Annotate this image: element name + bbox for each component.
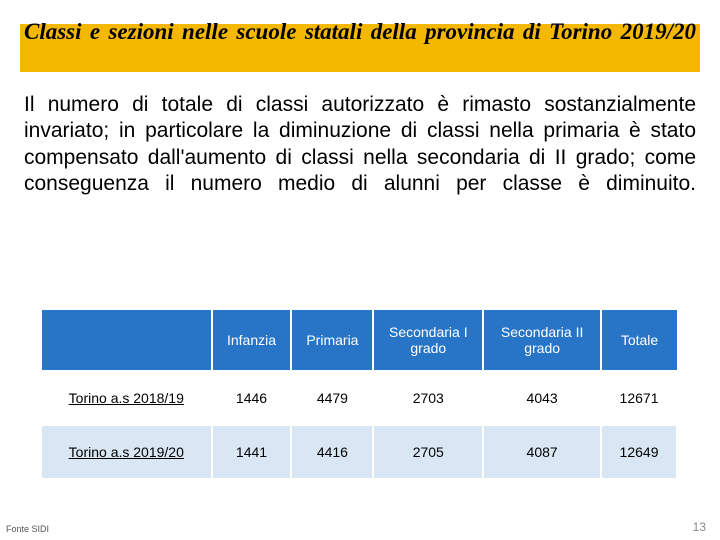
cell: 4087: [483, 425, 601, 478]
cell: 2705: [373, 425, 483, 478]
cell: 4416: [291, 425, 373, 478]
col-header-totale: Totale: [601, 310, 677, 371]
col-header-sec1: Secondaria I grado: [373, 310, 483, 371]
table-header-row: Infanzia Primaria Secondaria I grado Sec…: [42, 310, 677, 371]
page-title: Classi e sezioni nelle scuole statali de…: [24, 18, 696, 46]
col-header-empty: [42, 310, 212, 371]
table-row: Torino a.s 2018/19 1446 4479 2703 4043 1…: [42, 371, 677, 425]
body-paragraph: Il numero di totale di classi autorizzat…: [24, 92, 696, 197]
cell: 1441: [212, 425, 292, 478]
page-number: 13: [693, 520, 706, 534]
col-header-primaria: Primaria: [291, 310, 373, 371]
cell: 1446: [212, 371, 292, 425]
row-label: Torino a.s 2018/19: [42, 371, 212, 425]
footer-source: Fonte SIDI: [6, 524, 49, 534]
data-table: Infanzia Primaria Secondaria I grado Sec…: [42, 310, 678, 478]
col-header-sec2: Secondaria II grado: [483, 310, 601, 371]
cell: 12671: [601, 371, 677, 425]
col-header-infanzia: Infanzia: [212, 310, 292, 371]
cell: 2703: [373, 371, 483, 425]
cell: 4479: [291, 371, 373, 425]
cell: 12649: [601, 425, 677, 478]
table-row: Torino a.s 2019/20 1441 4416 2705 4087 1…: [42, 425, 677, 478]
row-label: Torino a.s 2019/20: [42, 425, 212, 478]
cell: 4043: [483, 371, 601, 425]
